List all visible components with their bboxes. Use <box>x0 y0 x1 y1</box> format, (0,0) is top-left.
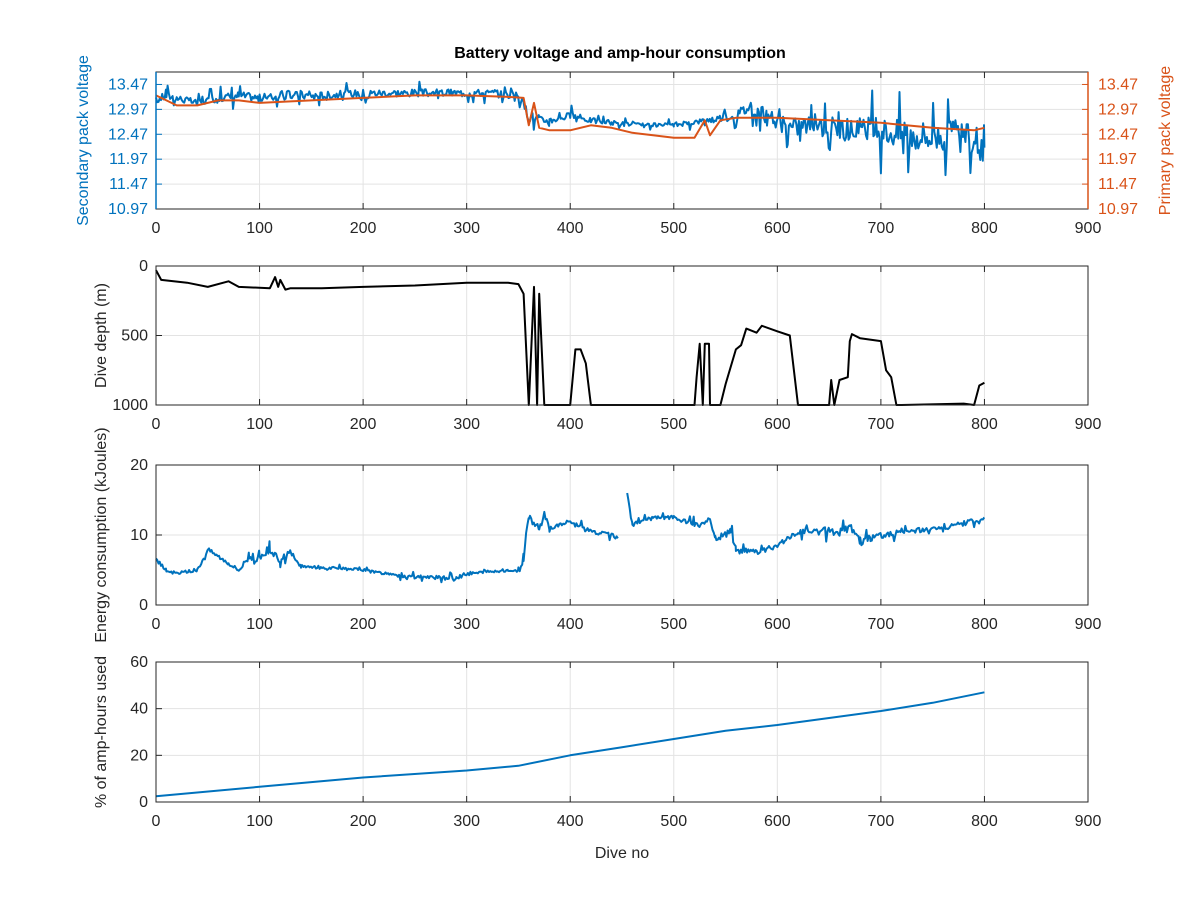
y-right-axis-label: Primary pack voltage <box>1157 66 1174 215</box>
x-tick-label: 600 <box>764 220 791 237</box>
y-right-tick-label: 10.97 <box>1098 201 1138 218</box>
x-tick-label: 700 <box>868 220 895 237</box>
y-tick-label: 12.47 <box>108 126 148 143</box>
x-tick-label: 200 <box>350 813 377 830</box>
series-line-data <box>155 492 985 584</box>
y-axis-label: Dive depth (m) <box>93 283 110 388</box>
x-tick-label: 400 <box>557 416 584 433</box>
y-tick-label: 10 <box>130 527 148 544</box>
y-axis-label: % of amp-hours used <box>93 656 110 808</box>
x-tick-label: 400 <box>557 220 584 237</box>
y-right-tick-label: 12.97 <box>1098 101 1138 118</box>
x-tick-label: 300 <box>453 416 480 433</box>
x-tick-label: 300 <box>453 813 480 830</box>
y-axis-label: Energy consumption (kJoules) <box>93 427 110 642</box>
series-line-data <box>155 691 985 798</box>
axes-frame <box>155 464 1089 606</box>
x-tick-label: 300 <box>453 220 480 237</box>
y-tick-label: 11.97 <box>109 151 148 168</box>
y-tick-label: 20 <box>130 747 148 764</box>
y-tick-label: 40 <box>130 701 148 718</box>
y-tick-label: 12.97 <box>108 101 148 118</box>
x-tick-label: 700 <box>868 813 895 830</box>
y-tick-label: 0 <box>139 258 148 275</box>
axes-frame <box>155 661 1089 803</box>
x-tick-label: 0 <box>152 416 161 433</box>
series-line-primary-voltage <box>155 94 985 139</box>
x-tick-label: 500 <box>660 416 687 433</box>
amp-hours-panel: 0 100 200 300 400 500 600 700 800 900 0 20 40 60 % of … <box>93 654 1101 862</box>
x-tick-label: 200 <box>350 416 377 433</box>
x-tick-label: 400 <box>557 813 584 830</box>
x-tick-label: 500 <box>660 813 687 830</box>
y-tick-label: 500 <box>121 328 148 345</box>
x-tick-label: 0 <box>152 813 161 830</box>
y-axis-label: Secondary pack voltage <box>75 55 92 226</box>
x-tick-label: 900 <box>1075 220 1102 237</box>
x-tick-label: 600 <box>764 616 791 633</box>
x-tick-label: 0 <box>152 616 161 633</box>
figure-title: Battery voltage and amp-hour consumption <box>454 45 786 62</box>
x-tick-label: 900 <box>1075 813 1102 830</box>
y-right-tick-label: 11.47 <box>1098 176 1137 193</box>
voltage-panel: 0 100 200 300 400 500 600 700 800 900 10.97 11.47 11… <box>75 55 1174 237</box>
y-tick-label: 60 <box>130 654 148 671</box>
y-tick-label: 20 <box>130 457 148 474</box>
series-line-secondary-voltage <box>155 80 986 177</box>
energy-panel: 0 100 200 300 400 500 600 700 800 900 0 10 20 Energy … <box>93 427 1101 642</box>
x-tick-label: 800 <box>971 616 998 633</box>
y-tick-label: 11.47 <box>109 176 148 193</box>
y-tick-label: 10.97 <box>108 201 148 218</box>
x-tick-label: 900 <box>1075 416 1102 433</box>
x-tick-label: 100 <box>246 220 273 237</box>
y-tick-label: 0 <box>139 794 148 811</box>
depth-panel: 0 100 200 300 400 500 600 700 800 900 0 500 1000Dive… <box>93 258 1101 433</box>
x-tick-label: 200 <box>350 616 377 633</box>
axes-frame <box>155 265 1089 406</box>
y-tick-label: 13.47 <box>108 76 148 93</box>
x-tick-label: 800 <box>971 220 998 237</box>
y-tick-label: 1000 <box>112 397 148 414</box>
x-tick-label: 600 <box>764 416 791 433</box>
x-tick-label: 100 <box>246 416 273 433</box>
x-tick-label: 700 <box>868 616 895 633</box>
x-tick-label: 200 <box>350 220 377 237</box>
x-tick-label: 800 <box>971 813 998 830</box>
x-tick-label: 500 <box>660 616 687 633</box>
y-right-tick-label: 12.47 <box>1098 126 1138 143</box>
x-axis-label: Dive no <box>595 845 649 862</box>
x-tick-label: 100 <box>246 813 273 830</box>
y-right-tick-label: 13.47 <box>1098 76 1138 93</box>
y-right-tick-label: 11.97 <box>1098 151 1137 168</box>
x-tick-label: 100 <box>246 616 273 633</box>
x-tick-label: 700 <box>868 416 895 433</box>
x-tick-label: 800 <box>971 416 998 433</box>
y-tick-label: 0 <box>139 597 148 614</box>
x-tick-label: 300 <box>453 616 480 633</box>
x-tick-label: 0 <box>152 220 161 237</box>
x-tick-label: 900 <box>1075 616 1102 633</box>
series-line-data <box>155 269 985 406</box>
x-tick-label: 600 <box>764 813 791 830</box>
x-tick-label: 400 <box>557 616 584 633</box>
x-tick-label: 500 <box>660 220 687 237</box>
